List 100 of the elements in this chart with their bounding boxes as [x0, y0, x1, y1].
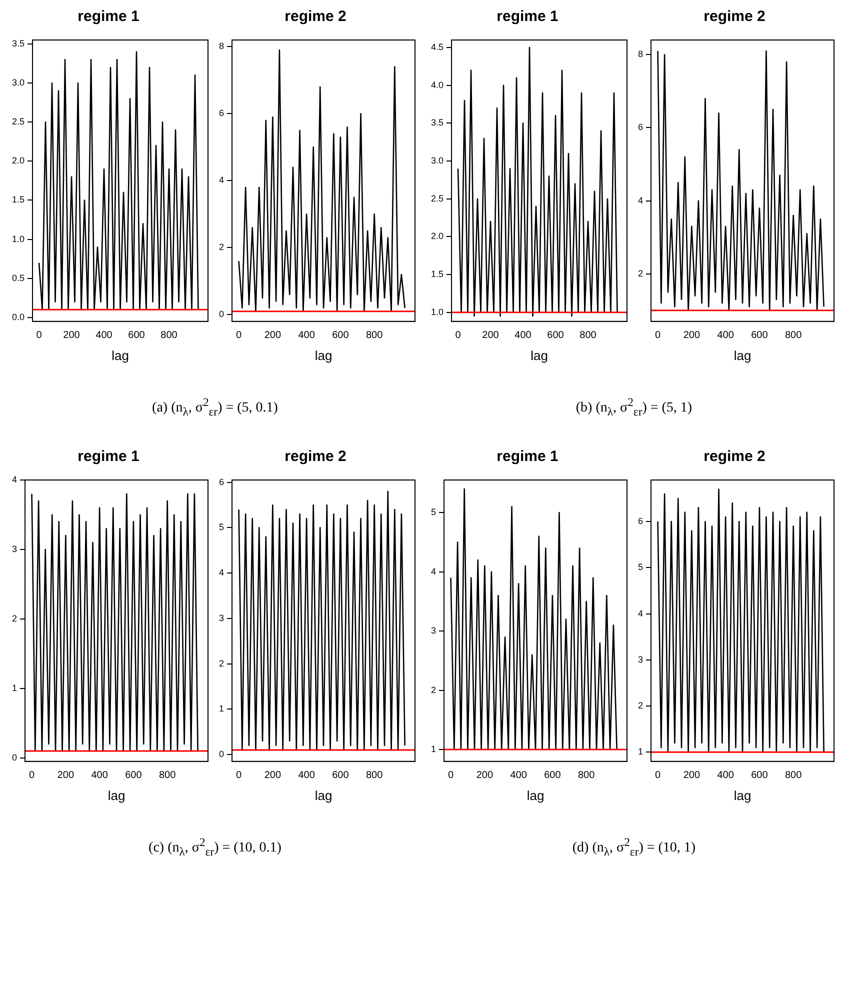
y-tick-label: 1.0: [12, 234, 25, 244]
x-tick-label: 200: [482, 330, 500, 342]
y-tick-label: 4: [430, 566, 436, 577]
x-tick-label: 200: [63, 330, 80, 342]
x-tick-label: 200: [683, 770, 700, 782]
x-tick-label: 600: [125, 770, 142, 782]
y-tick-label: 0.5: [12, 272, 25, 283]
y-tick-label: 1: [638, 747, 644, 758]
x-tick-label: 200: [683, 330, 700, 342]
x-tick-label: 800: [784, 770, 802, 782]
x-axis-title: lag: [734, 348, 752, 363]
y-tick-label: 0.0: [12, 312, 25, 322]
y-tick-label: 6: [218, 108, 224, 118]
x-tick-label: 0: [448, 770, 454, 782]
y-tick-label: 8: [218, 41, 224, 52]
y-tick-label: 0: [12, 752, 18, 763]
x-tick-label: 800: [580, 330, 597, 342]
x-tick-label: 600: [128, 330, 146, 342]
text: (d) (n$_{λ}$, σ$^{2}$$_{εr}$) = (10, 1): [571, 836, 697, 859]
x-tick-label: 0: [236, 770, 242, 782]
x-axis-title: lag: [108, 788, 126, 804]
x-tick-label: 800: [366, 770, 384, 782]
y-tick-label: 2: [638, 700, 644, 711]
x-tick-label: 400: [510, 770, 528, 782]
x-tick-label: 200: [476, 770, 494, 782]
chart-title: regime 1: [78, 8, 140, 26]
x-tick-label: 400: [91, 770, 108, 782]
x-axis-title: lag: [526, 788, 544, 804]
x-axis-title: lag: [734, 788, 752, 804]
text: (c) (n$_{λ}$, σ$^{2}$$_{εr}$) = (10, 0.1): [148, 836, 282, 859]
x-tick-label: 400: [298, 330, 316, 342]
y-tick-label: 3: [430, 626, 436, 636]
x-tick-label: 0: [655, 770, 661, 782]
x-tick-label: 200: [264, 770, 282, 782]
y-tick-label: 4: [218, 175, 224, 186]
x-tick-label: 400: [298, 770, 316, 782]
chart-title: regime 2: [284, 8, 346, 26]
x-axis-title: lag: [314, 348, 332, 363]
x-tick-label: 800: [160, 330, 178, 342]
x-tick-label: 600: [547, 330, 564, 342]
y-tick-label: 4.5: [430, 42, 444, 52]
y-tick-label: 6: [218, 477, 224, 488]
chart-title: regime 1: [78, 448, 140, 466]
y-tick-label: 6: [638, 516, 644, 526]
y-tick-label: 1: [218, 704, 224, 714]
chart-title: regime 2: [704, 8, 766, 26]
y-tick-label: 4: [638, 195, 644, 206]
y-tick-label: 5: [430, 508, 436, 518]
x-tick-label: 800: [366, 330, 384, 342]
x-tick-label: 400: [717, 330, 734, 342]
x-tick-label: 200: [57, 770, 74, 782]
chart-title: regime 1: [496, 8, 558, 26]
y-tick-label: 2: [218, 242, 224, 252]
chart-title: regime 2: [704, 448, 766, 466]
y-tick-label: 2: [638, 268, 644, 278]
y-tick-label: 3.0: [430, 156, 444, 166]
text: (b) (n$_{λ}$, σ$^{2}$$_{εr}$) = (5, 1): [574, 396, 694, 418]
x-axis-title: lag: [112, 348, 129, 363]
y-tick-label: 2.5: [430, 193, 444, 204]
y-tick-label: 6: [638, 122, 644, 132]
chart-title: regime 2: [284, 448, 346, 466]
y-tick-label: 5: [638, 562, 644, 573]
chart-title: regime 1: [496, 448, 558, 466]
y-tick-label: 4.0: [430, 80, 444, 90]
x-tick-label: 400: [96, 330, 113, 342]
y-tick-label: 3: [218, 613, 224, 624]
x-axis-title: lag: [530, 348, 548, 363]
x-tick-label: 600: [751, 330, 768, 342]
y-tick-label: 2: [430, 685, 436, 696]
y-tick-label: 0: [218, 750, 224, 760]
y-tick-label: 2: [12, 614, 18, 624]
y-tick-label: 1: [430, 744, 436, 754]
x-tick-label: 0: [455, 330, 462, 342]
y-tick-label: 8: [638, 49, 644, 60]
y-tick-label: 3.5: [12, 38, 25, 48]
y-tick-label: 3.0: [12, 77, 25, 88]
y-tick-label: 2.0: [430, 231, 444, 242]
y-tick-label: 4: [218, 568, 224, 578]
x-tick-label: 400: [717, 770, 734, 782]
y-tick-label: 3: [638, 654, 644, 665]
x-tick-label: 800: [578, 770, 596, 782]
x-axis-title: lag: [314, 788, 332, 804]
y-tick-label: 4: [638, 608, 644, 619]
x-tick-label: 0: [236, 330, 242, 342]
y-tick-label: 4: [12, 474, 18, 485]
y-tick-label: 1: [12, 683, 18, 694]
x-tick-label: 600: [544, 770, 562, 782]
y-tick-label: 1.0: [430, 306, 444, 317]
y-tick-label: 1.5: [12, 194, 25, 205]
x-tick-label: 800: [158, 770, 176, 782]
x-tick-label: 400: [514, 330, 532, 342]
x-tick-label: 600: [751, 770, 768, 782]
x-tick-label: 0: [655, 330, 661, 342]
x-tick-label: 0: [36, 330, 42, 342]
y-tick-label: 3.5: [430, 118, 444, 128]
x-tick-label: 600: [332, 330, 350, 342]
x-tick-label: 200: [264, 330, 282, 342]
x-tick-label: 0: [29, 770, 35, 782]
text: (a) (n$_{λ}$, σ$^{2}$$_{εr}$) = (5, 0.1): [151, 396, 279, 418]
y-tick-label: 2.5: [12, 116, 25, 127]
